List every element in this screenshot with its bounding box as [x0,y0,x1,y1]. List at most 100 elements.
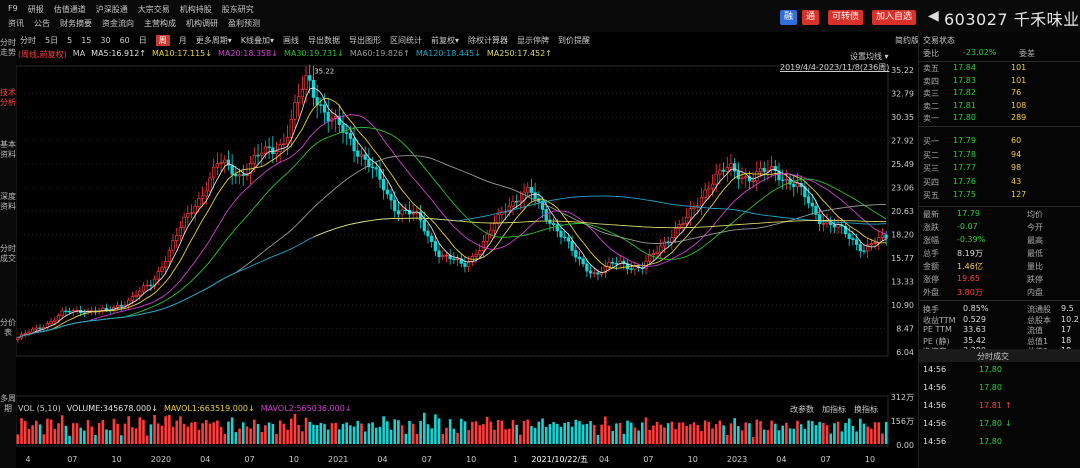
toolbar-item[interactable]: 分时 [20,35,36,45]
date-range-label[interactable]: 2019/4/4-2023/11/8(236周) [780,63,890,72]
volume-bar [445,427,448,444]
menu-item-research[interactable]: 研报 [27,5,44,14]
candle-body [540,200,545,210]
add-favorite-button[interactable]: 加入自选 [872,10,917,25]
volume-bar [847,418,851,444]
prev-stock-icon[interactable]: ◀ [928,8,939,24]
volume-bar [537,421,541,444]
menu-item-shareholder[interactable]: 股东研究 [221,5,254,14]
candle-body [781,179,785,182]
candle-body [23,332,27,335]
toolbar-item[interactable]: 画线 [283,35,300,45]
tab-multi-period[interactable]: 多周期 [0,394,16,413]
menu-item-notice[interactable]: 公告 [34,19,50,28]
connect-tag-button[interactable]: 通 [802,10,820,25]
ma-settings-button[interactable]: 设置均线 ▾ [850,52,889,61]
layout-switch[interactable]: 简约版面▾ [895,36,932,45]
menu-item-news[interactable]: 资讯 [8,19,24,28]
toolbar-item[interactable]: 区间统计 [390,35,423,45]
volume-bar [434,414,437,444]
toolbar-item[interactable]: 显示停牌 [517,35,550,45]
stat-row: 涨跌 -0.07 今开 [923,222,1080,234]
candle-body [548,219,552,224]
kline-chart[interactable]: 35.22 32.79 30.35 27.92 25.49 23.06 20.63 18.20… [16,48,918,468]
candle-body [359,154,364,157]
change-params-button[interactable]: 改参数 [790,405,814,414]
candle-body [633,266,637,270]
volume-bar [570,426,574,444]
volume-bar [744,422,748,444]
toolbar-item[interactable]: 日 [138,35,147,45]
volume-bar [297,424,300,444]
tab-price-table[interactable]: 分价表 [0,318,16,337]
candle-body [60,310,64,317]
x-tick-label: 04 [377,455,387,464]
add-indicator-button[interactable]: 加指标 [822,405,846,414]
toolbar-item[interactable]: 30 [100,35,111,45]
toolbar-item[interactable]: 除权计算器 [468,35,509,45]
menu-item-f9[interactable]: F9 [8,4,18,13]
tab-deep[interactable]: 深度资料 [0,192,16,211]
volume-bar [681,422,685,444]
candle-body [755,171,759,182]
menu-item-financial[interactable]: 财务摘要 [60,19,92,28]
candle-body [426,230,430,237]
tab-basic[interactable]: 基本资料 [0,140,16,159]
menu-item-forecast[interactable]: 盈利预测 [228,19,260,28]
volume-bar [530,425,533,444]
volume-legend: VOL (5,10) VOLUME:345678.000↓ MAVOL1:663… [18,404,352,413]
menu-item-valuation[interactable]: 估值通道 [53,5,86,14]
toolbar-item[interactable]: 更多周期▾ [195,35,232,45]
stat-label-2: 最低 [1027,249,1043,258]
toolbar-item[interactable]: 5 [67,35,73,45]
volume-frame [16,395,889,447]
menu-item-capital-flow[interactable]: 资金流向 [102,19,134,28]
toolbar-item[interactable]: 导出图形 [349,35,382,45]
volume-bar [722,425,725,444]
volume-bar [312,424,315,444]
tab-ticks[interactable]: 分时成交 [0,244,16,263]
toolbar-item[interactable]: 60 [119,35,130,45]
candle-body [692,206,696,209]
volume-bar [419,420,422,444]
mavol1-label: MAVOL1:663519.000↓ [163,404,255,413]
menu-item-institution[interactable]: 机构持股 [179,5,212,14]
candle-body [326,111,330,122]
stat2-label: 换手 [923,305,939,314]
volume-bar [230,417,234,444]
menu-item-block-trade[interactable]: 大宗交易 [137,5,170,14]
margin-tag-button[interactable]: 融 [780,10,798,25]
volume-bar [249,428,252,444]
x-tick-label: 07 [643,455,653,464]
toolbar-item[interactable]: 5日 [45,35,59,45]
volume-bar [519,434,522,444]
volume-bar [120,435,123,444]
toolbar-item[interactable]: 前复权▾ [431,35,460,45]
stat2-row: PE TTM 33.63 流值 17 [923,325,1080,337]
volume-bar [478,425,482,444]
volume-bar [663,427,666,444]
ask-level-label: 卖四 [923,76,939,86]
toolbar-item[interactable]: 导出数据 [308,35,341,45]
toolbar-item[interactable]: 15 [81,35,92,45]
toolbar-item[interactable]: 周 [155,34,170,46]
toolbar-item[interactable]: K线叠加▾ [240,35,275,45]
volume-bar [522,421,526,444]
candle-body [308,75,312,81]
candle-body [385,189,389,195]
tab-intraday[interactable]: 分时走势 [0,38,16,57]
candle-body [167,249,171,263]
toolbar-item[interactable]: 到价提醒 [558,35,591,45]
menu-item-connect[interactable]: 沪深股通 [95,5,128,14]
menu-item-business[interactable]: 主营构成 [144,19,176,28]
candle-body [585,263,589,272]
toolbar-item[interactable]: 月 [178,35,187,45]
volume-bar [223,433,227,444]
tab-technical[interactable]: 技术分析 [0,88,16,107]
candle-body [204,190,208,197]
switch-indicator-button[interactable]: 换指标 [854,405,878,414]
menu-item-survey[interactable]: 机构调研 [186,19,218,28]
convertible-bond-button[interactable]: 可转债 [828,10,864,25]
candle-body [115,305,120,308]
volume-bar [788,428,792,444]
